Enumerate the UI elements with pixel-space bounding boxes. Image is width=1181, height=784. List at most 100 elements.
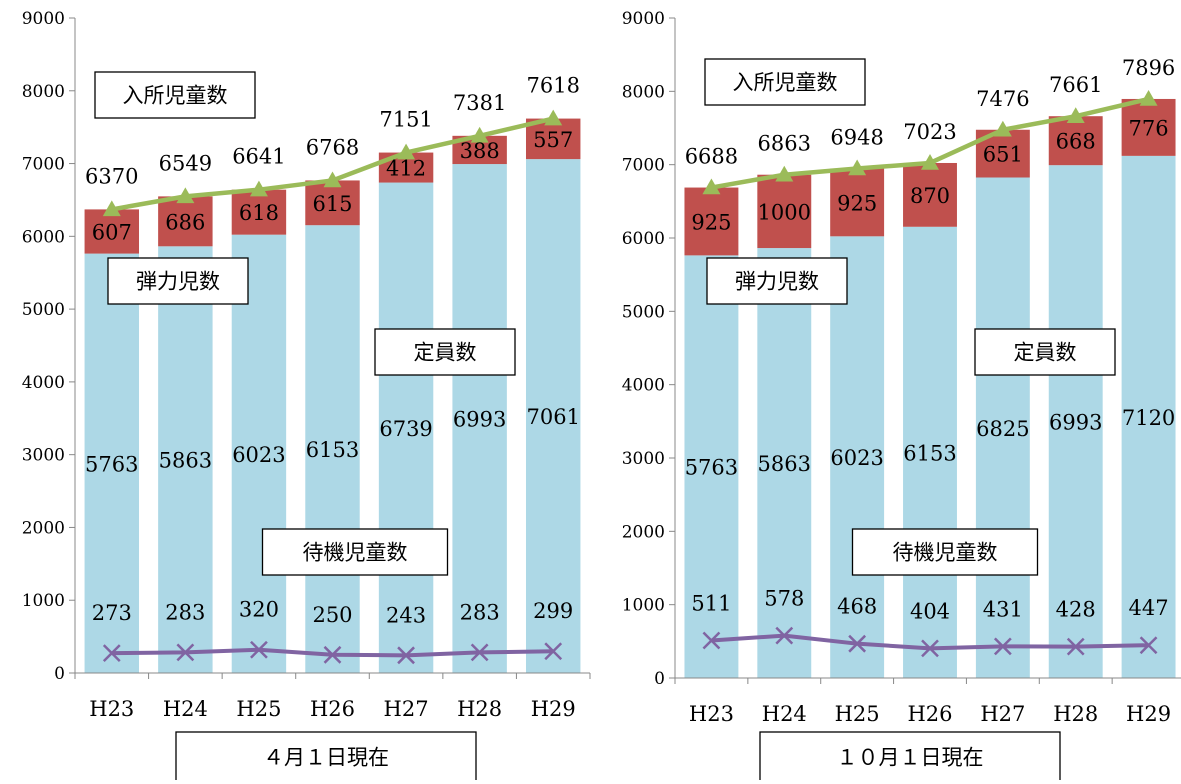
x-category-label: H26 [310,697,355,721]
marker-triangle [702,178,721,195]
annotation-enrolled: 入所児童数 [123,84,228,108]
x-category-label: H24 [163,697,208,721]
marker-x [250,640,268,659]
y-tick-label: 9000 [622,9,665,29]
label-enrolled: 7023 [903,120,956,144]
label-capacity: 6023 [232,443,285,467]
bar-capacity [830,236,885,678]
label-capacity: 6023 [830,446,883,470]
x-category-label: H27 [980,702,1025,726]
label-elastic: 668 [1056,130,1096,154]
label-capacity: 5763 [85,452,138,476]
y-tick-label: 2000 [622,522,665,542]
marker-x [1066,637,1085,656]
marker-x [702,631,721,650]
y-tick-label: 6000 [22,227,65,247]
label-enrolled: 7151 [379,108,432,132]
y-tick-label: 8000 [622,82,665,102]
x-category-label: H25 [835,702,880,726]
y-tick-label: 7000 [22,155,65,175]
label-enrolled: 7896 [1122,56,1175,80]
chart-caption-box [759,731,1061,783]
label-elastic: 651 [983,143,1023,167]
bar-elastic [84,209,140,254]
x-category-label: H29 [1126,702,1171,726]
label-waiting: 283 [165,600,205,624]
annotation-elastic-box [706,257,848,305]
bar-elastic [830,168,885,237]
label-waiting: 511 [691,592,731,616]
y-tick-label: 3000 [22,446,65,466]
marker-triangle [544,109,563,126]
label-elastic: 607 [92,220,132,244]
label-enrolled: 6863 [758,132,811,156]
chart-caption: ４月１日現在 [263,746,389,770]
label-enrolled: 6549 [159,151,212,175]
y-tick-label: 7000 [622,156,665,176]
label-enrolled: 6948 [830,125,883,149]
marker-x [993,637,1012,656]
y-tick-label: 9000 [22,9,65,29]
annotation-waiting: 待機児童数 [893,541,998,565]
marker-x [544,642,563,661]
x-category-label: H28 [1053,702,1098,726]
bar-elastic [1048,116,1103,166]
marker-triangle [323,171,342,188]
label-capacity: 6153 [903,441,956,465]
label-elastic: 870 [910,184,950,208]
marker-x [470,643,489,662]
y-tick-label: 6000 [622,229,665,249]
bar-capacity [452,164,507,673]
label-elastic: 557 [533,128,573,152]
label-capacity: 6993 [453,408,506,432]
bar-capacity [684,255,739,678]
label-capacity: 6993 [1049,411,1102,435]
label-elastic: 925 [837,191,877,215]
x-category-label: H23 [89,697,134,721]
annotation-elastic-box [107,257,249,305]
chart-april: 0 1000 2000 3000 4000 5000 6000 7000 8000 9000 H23… [22,9,591,783]
bar-capacity [975,177,1030,678]
annotation-capacity: 定員数 [1014,341,1077,365]
label-enrolled: 6768 [306,135,359,159]
label-waiting: 273 [92,601,132,625]
label-waiting: 447 [1129,596,1169,620]
marker-x [397,646,415,665]
label-capacity: 6825 [976,417,1029,441]
marker-x [921,639,939,658]
x-category-label: H24 [762,702,807,726]
label-waiting: 404 [910,599,950,623]
y-tick-label: 4000 [622,376,665,396]
label-enrolled: 7476 [976,87,1029,111]
label-waiting: 578 [764,587,804,611]
label-waiting: 299 [533,599,573,623]
label-elastic: 776 [1129,116,1169,140]
y-tick-label: 2000 [22,518,65,538]
y-tick-label: 5000 [22,300,65,320]
label-capacity: 5863 [758,452,811,476]
marker-x [102,644,121,663]
marker-x [775,626,794,645]
annotation-capacity-box [374,328,516,376]
annotation-capacity: 定員数 [414,341,477,365]
chart-caption: １０月１日現在 [837,746,984,770]
x-category-label: H25 [236,697,281,721]
annotation-waiting-box [851,528,1039,576]
marker-triangle [921,153,939,170]
bar-capacity [84,253,140,673]
bar-elastic [158,196,213,247]
annotation-enrolled: 入所児童数 [733,71,838,95]
label-enrolled: 6688 [685,145,738,169]
bar-capacity [231,234,287,674]
label-capacity: 7061 [526,405,579,429]
annotation-waiting-box [261,528,449,576]
marker-x [323,645,342,664]
bar-capacity [158,246,213,673]
y-tick-label: 8000 [22,82,65,102]
bar-elastic [757,174,812,249]
x-category-label: H29 [531,697,576,721]
marker-triangle [993,120,1012,137]
annotation-enrolled-box [704,58,866,106]
bar-elastic [525,118,581,160]
